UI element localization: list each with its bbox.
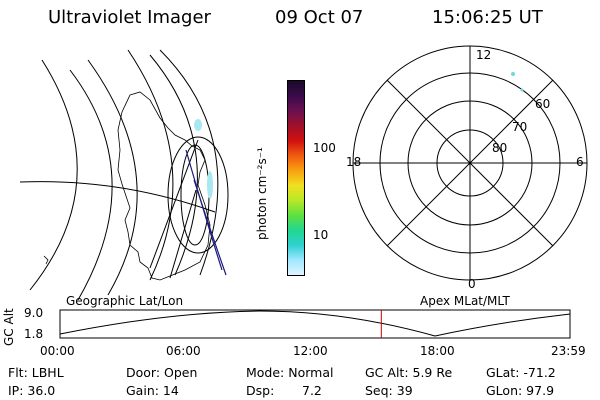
polar-lat-70: 70 — [512, 120, 528, 134]
info-ip: IP: 36.0 — [8, 383, 56, 398]
info-flt: Flt: LBHL — [8, 365, 64, 380]
lat-arc — [149, 54, 198, 276]
info-gcalt: GC Alt: 5.9 Re — [365, 365, 453, 380]
polar-label-18: 18 — [346, 155, 362, 169]
info-gain: Gain: 14 — [126, 383, 179, 398]
colorbar-gradient — [287, 80, 305, 276]
aurora-dot — [511, 72, 515, 76]
polar-label-6: 6 — [576, 155, 584, 169]
info-seq: Seq: 39 — [365, 383, 413, 398]
polar-label-12: 12 — [476, 48, 492, 62]
info-glat: GLat: -71.2 — [486, 365, 556, 380]
polar-lat-60: 60 — [535, 97, 551, 111]
orbit-track — [193, 179, 227, 276]
info-mode: Mode: Normal — [246, 365, 334, 380]
timeline-frame — [59, 309, 571, 339]
lat-arc — [69, 69, 113, 301]
info-glon: GLon: 97.9 — [486, 383, 555, 398]
meridian — [149, 139, 199, 269]
timeline-ymin: 1.8 — [24, 327, 44, 341]
info-door: Door: Open — [126, 365, 198, 380]
aurora-dot — [520, 88, 524, 92]
date-label: 09 Oct 07 — [275, 7, 364, 28]
timeline-ymax: 9.0 — [24, 306, 44, 320]
aurora-patch — [207, 171, 213, 199]
timeline-left-title: Geographic Lat/Lon — [66, 294, 184, 308]
instrument-title: Ultraviolet Imager — [48, 7, 211, 28]
aurora-patch — [194, 119, 202, 131]
lat-arc — [159, 49, 219, 276]
lat-arc — [87, 59, 138, 296]
continent-outline — [117, 91, 211, 281]
colorbar-tick-100: 100 — [313, 141, 336, 155]
time-label: 15:06:25 UT — [432, 7, 543, 28]
polar-lat-80: 80 — [492, 141, 508, 155]
timeline-tick-2359: 23:59 — [551, 344, 586, 358]
lat-arc — [29, 59, 78, 291]
timeline-tick-0000: 00:00 — [40, 344, 75, 358]
meridian — [169, 189, 197, 279]
polar-label-0: 0 — [468, 277, 476, 291]
timeline-tick-1200: 12:00 — [293, 344, 328, 358]
altitude-curve — [59, 310, 571, 337]
timeline-right-title: Apex MLat/MLT — [420, 294, 510, 308]
info-dsp-value: 7.2 — [302, 383, 322, 398]
colorbar-tick-10: 10 — [313, 228, 329, 242]
info-dsp-label: Dsp: — [246, 383, 275, 398]
timeline-tick-1800: 18:00 — [420, 344, 455, 358]
coast-fragment — [43, 255, 49, 265]
polar-axis-diagonal — [386, 79, 554, 247]
pole-ellipse — [167, 136, 229, 254]
timeline-tick-0600: 06:00 — [166, 344, 201, 358]
